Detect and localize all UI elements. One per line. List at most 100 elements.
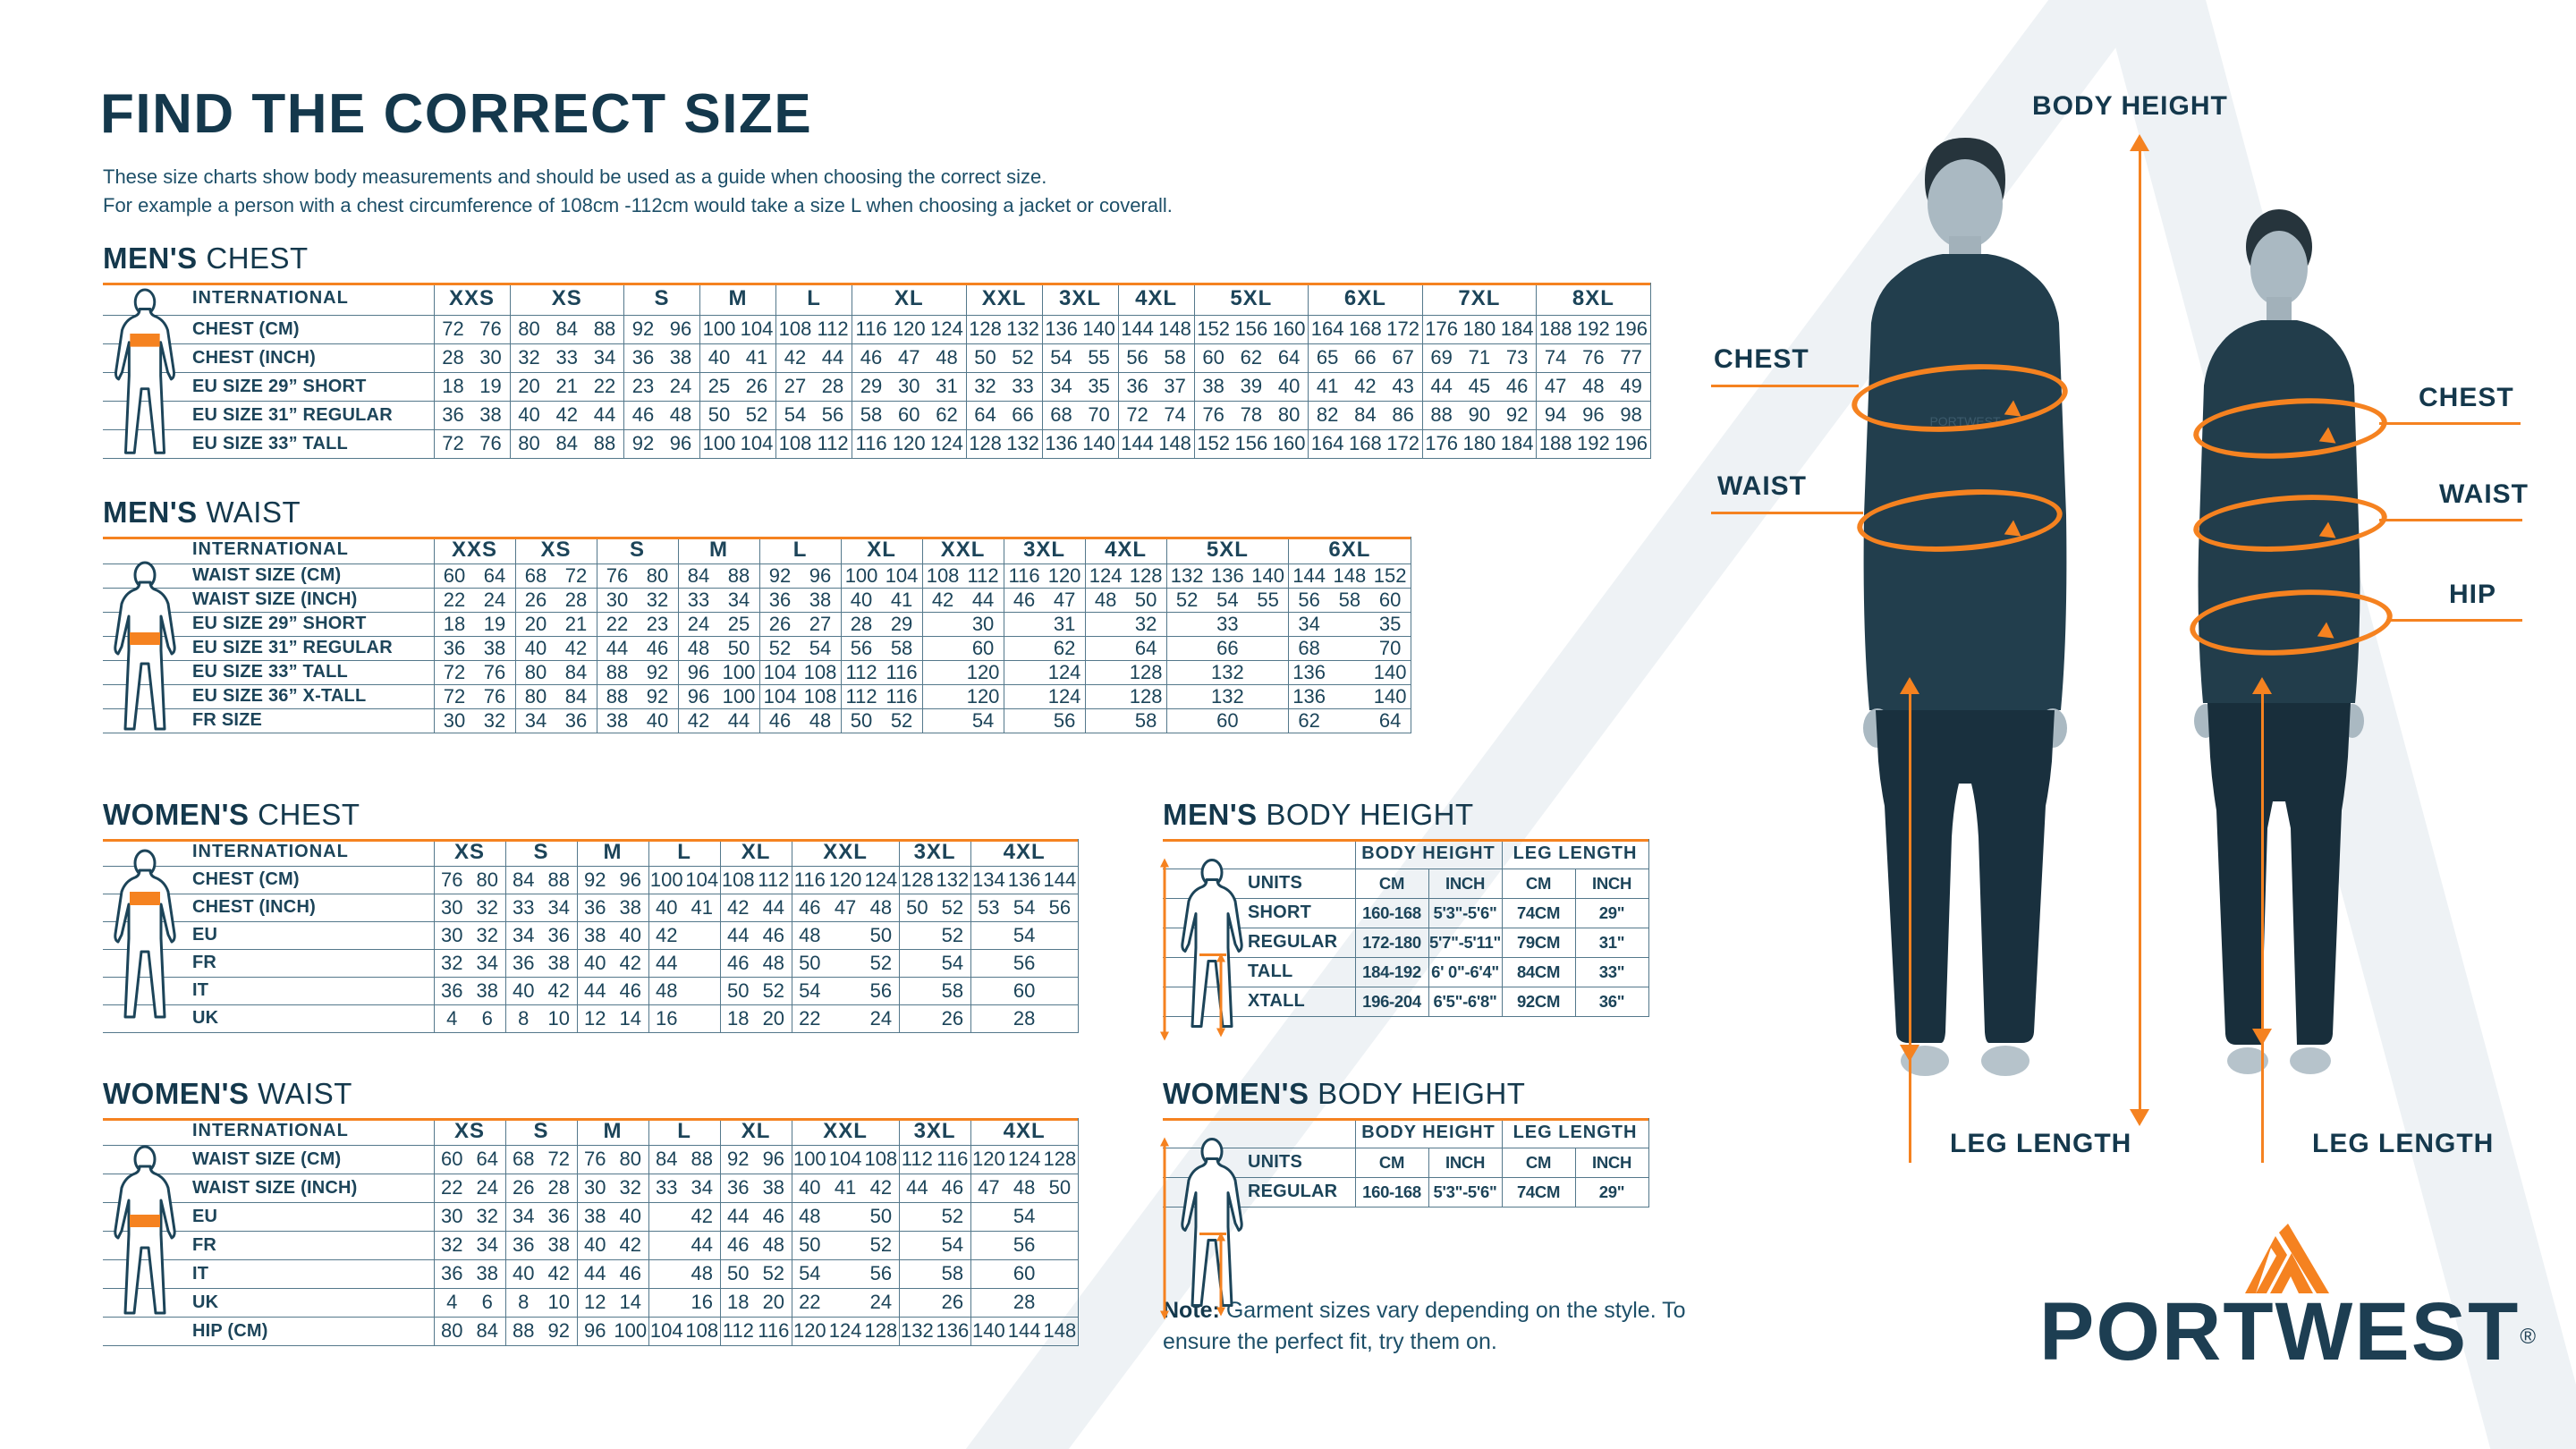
- page-title: FIND THE CORRECT SIZE: [100, 83, 813, 145]
- size-value: 54: [800, 636, 842, 661]
- size-value: 76: [471, 429, 510, 459]
- size-value: 42: [684, 1202, 721, 1232]
- size-value: 54: [970, 1202, 1079, 1232]
- size-value: 80: [514, 684, 556, 709]
- size-value: [648, 1288, 685, 1318]
- size-value: 96: [677, 660, 719, 685]
- size-value: 40: [509, 401, 548, 430]
- size-value: 31: [928, 372, 967, 402]
- size-value: 72: [433, 684, 475, 709]
- size-value: 136: [1006, 866, 1043, 894]
- size-value: 60: [970, 977, 1079, 1005]
- size-value: 28: [433, 343, 472, 373]
- size-value: 47: [1536, 372, 1575, 402]
- size-header: XXL: [791, 839, 900, 867]
- size-value: 31: [1044, 612, 1086, 637]
- size-value: 120: [791, 1317, 828, 1346]
- size-value: 40: [840, 588, 882, 613]
- size-value: 29: [881, 612, 923, 637]
- size-value: 88: [596, 684, 638, 709]
- size-value: 62: [928, 401, 967, 430]
- size-value: 132: [1165, 564, 1208, 589]
- size-value: 136: [1041, 315, 1080, 344]
- size-header: XXS: [433, 537, 515, 564]
- size-value: 74CM: [1501, 898, 1576, 928]
- size-value: 184-192: [1354, 957, 1428, 987]
- size-value: 79CM: [1501, 928, 1576, 958]
- size-value: 32: [613, 1174, 649, 1203]
- size-header: M: [699, 283, 776, 316]
- size-value: 48: [1084, 588, 1126, 613]
- size-value: 100: [791, 1145, 828, 1174]
- size-value: 88: [684, 1145, 721, 1174]
- size-value: [1329, 660, 1370, 685]
- size-header: 4XL: [970, 839, 1079, 867]
- male-model-photo: PORTWEST: [1863, 138, 2067, 1076]
- size-value: 68: [1041, 401, 1080, 430]
- size-value: 24: [470, 1174, 506, 1203]
- body-height-arrow-up-icon: [2130, 134, 2149, 151]
- heading-mens-body-height: MEN'S BODY HEIGHT: [1163, 798, 1474, 831]
- size-value: 120: [962, 684, 1004, 709]
- size-header: M: [576, 1118, 649, 1146]
- size-value: 18: [433, 612, 475, 637]
- size-value: 20: [756, 1004, 792, 1033]
- size-value: 74: [1156, 401, 1195, 430]
- size-value: 88: [596, 660, 638, 685]
- size-value: 72: [555, 564, 597, 589]
- size-value: 116: [935, 1145, 971, 1174]
- size-value: 33: [1165, 612, 1289, 637]
- size-value: 128: [1125, 564, 1167, 589]
- size-value: 132: [898, 1317, 936, 1346]
- size-value: 132: [1165, 660, 1289, 685]
- size-value: 32: [509, 343, 548, 373]
- size-value: 33: [547, 343, 586, 373]
- size-value: 100: [613, 1317, 649, 1346]
- chest-left-label: CHEST: [1714, 344, 1809, 374]
- size-value: 152: [1193, 429, 1233, 459]
- size-header: 8XL: [1536, 283, 1651, 316]
- size-value: 120: [962, 660, 1004, 685]
- size-value: 18: [719, 1004, 757, 1033]
- size-value: 84: [547, 429, 586, 459]
- mens-body-height-grid: BODY HEIGHT LEG LENGTH UNITS CM INCH CM INCH SH…: [1163, 839, 1649, 1017]
- size-value: 132: [1004, 315, 1043, 344]
- size-value: 12: [576, 1004, 614, 1033]
- size-value: 44: [1421, 372, 1461, 402]
- size-value: 28: [555, 588, 597, 613]
- size-value: 168: [1346, 429, 1385, 459]
- size-value: 48: [791, 1202, 828, 1232]
- size-value: 34: [541, 894, 578, 922]
- female-outline-chest-icon: [114, 849, 176, 1019]
- size-value: 24: [474, 588, 515, 613]
- size-value: 52: [756, 977, 792, 1005]
- size-value: 48: [863, 894, 900, 922]
- body-height-arrow-down-icon: [2130, 1109, 2149, 1126]
- size-value: 40: [648, 894, 685, 922]
- size-value: 152: [1193, 315, 1233, 344]
- size-value: 46: [756, 921, 792, 950]
- size-value: [827, 1259, 864, 1289]
- size-value: 36: [504, 949, 542, 978]
- size-value: 50: [840, 708, 882, 733]
- size-value: 52: [935, 894, 971, 922]
- size-value: [1003, 660, 1045, 685]
- size-value: 180: [1460, 315, 1499, 344]
- size-value: 56: [863, 1259, 900, 1289]
- size-value: 46: [756, 1202, 792, 1232]
- size-value: 92CM: [1501, 987, 1576, 1017]
- size-value: 64: [965, 401, 1004, 430]
- size-value: 54: [791, 1259, 828, 1289]
- size-value: 46: [852, 343, 891, 373]
- size-value: 52: [1165, 588, 1208, 613]
- size-value: 52: [756, 1259, 792, 1289]
- size-value: 104: [758, 684, 801, 709]
- size-value: 32: [637, 588, 679, 613]
- size-value: 42: [863, 1174, 900, 1203]
- size-header: BODY HEIGHT: [1354, 1118, 1503, 1148]
- logo-mountain-icon: [2245, 1224, 2329, 1293]
- size-value: 41: [1308, 372, 1347, 402]
- col-header: INTERNATIONAL: [103, 283, 434, 316]
- size-value: 73: [1498, 343, 1537, 373]
- size-value: 80: [613, 1145, 649, 1174]
